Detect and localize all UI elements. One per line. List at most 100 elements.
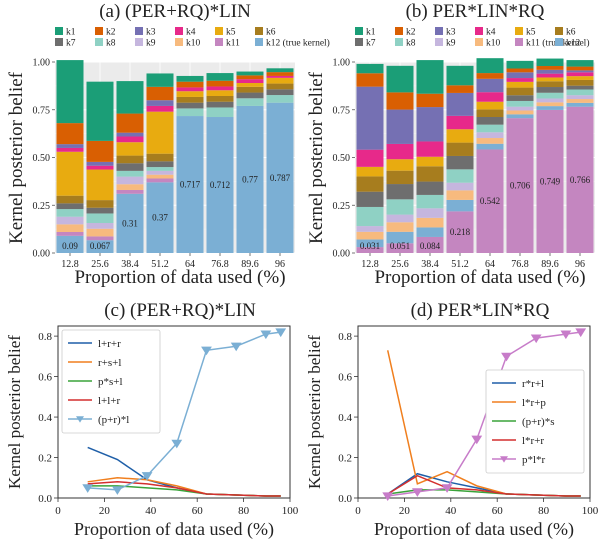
legend-label: k8 [106,39,116,49]
y-tick-label: 0.4 [338,412,352,424]
bar-segment [506,110,534,115]
bar-segment [86,240,114,253]
bar-segment [206,95,234,102]
x-tick-label: 51.2 [451,259,469,270]
bar-segment [176,91,204,97]
bar-value-label: 0.084 [420,241,441,251]
bar-segment [266,68,294,73]
y-tick-label: 0.6 [338,372,352,384]
panel-title: (a) (PER+RQ)*LIN [99,1,251,22]
bar-value-label: 0.31 [122,218,138,228]
panel-c: (c) (PER+RQ)*LIN 0 20 40 60 80 100 0.0 0.2 0.4 0.6… [5,300,299,540]
panel-d: (d) PER*LIN*RQ 0 20 40 60 80 100 0.0 0.2 0.4 0.6 0.… [305,300,599,540]
bar-segment [116,184,144,190]
legend-label: k9 [446,39,456,49]
bar-segment [416,181,444,195]
bar-segment [536,87,564,93]
legend-swatch [395,38,403,46]
y-axis-label: Kernel posterior belief [6,71,27,244]
bar-segment [266,89,294,96]
x-axis-label: Proportion of data used (%) [374,519,574,540]
bar-segment [86,228,114,237]
bar-segment [416,93,444,108]
bar-segment [116,170,144,177]
x-tick-label: 40 [445,505,457,517]
bar-segment [536,58,564,67]
bar-segment [236,75,264,80]
bar-segment [566,79,594,86]
bar-segment [56,216,84,225]
bar-segment [536,77,564,82]
bar-segment [416,156,444,167]
x-tick-label: 0 [355,505,361,517]
x-tick-label: 60 [492,505,504,517]
bar-segment [86,169,114,201]
bar-segment [566,85,594,90]
bar-segment [476,101,504,110]
bar-segment [446,142,474,156]
bar-segment [476,124,504,133]
bar-segment [146,174,174,179]
bar-segment [206,80,234,87]
panel-title: (d) PER*LIN*RQ [411,300,550,321]
legend-label: (p+r)*s [522,416,554,428]
bar-segment [476,149,504,253]
series-line [387,474,581,497]
bar-segment [116,113,144,133]
legend-label: l+r+r [98,338,121,350]
bar-segment [56,151,84,196]
bar-segment [566,60,594,67]
bar-segment [116,81,144,114]
bar-segment [446,115,474,130]
x-tick-label: 100 [582,505,599,517]
data-point-marker [171,439,183,449]
bar-segment [386,170,414,185]
bar-segment [566,66,594,71]
bar-segment [416,236,444,253]
bar-segment [536,102,564,107]
x-tick-label: 25.6 [391,259,409,270]
panel-a: (a) (PER+RQ)*LIN k1 k2 k3 k4 k5 k6 k7 k8 k9 k10 k11… [6,1,330,288]
bar-segment [266,95,294,103]
bar-segment [416,217,444,228]
bar-segment [506,106,534,111]
x-tick-label: 96 [575,259,585,270]
bar-segment [476,73,504,79]
legend-label: k7 [66,39,76,49]
bar-segment [146,167,174,171]
bar-segment [476,78,504,93]
bar-segment [476,58,504,74]
bar-segment [86,81,114,141]
legend-label: k8 [406,39,416,49]
bar-segment [386,231,414,244]
legend-swatch [175,38,183,46]
data-point-marker [560,330,572,340]
bar-segment [116,155,144,164]
legend-marker [76,416,84,423]
x-tick-label: 20 [99,505,111,517]
x-tick-label: 100 [282,505,299,517]
bar-segment [116,142,144,156]
bar-segment [476,92,504,102]
legend-label: k2 [106,28,116,38]
x-tick-label: 64 [185,259,195,270]
legend-box [61,329,161,434]
bar-segment [476,117,504,125]
x-tick-label: 40 [145,505,157,517]
bar-segment [416,227,444,237]
bar-segment [56,235,84,253]
bar-segment [176,81,204,88]
x-tick-label: 76.8 [511,259,529,270]
legend-label: r+s+l [98,357,121,369]
bar-segment [176,96,204,103]
y-tick-label: 0.00 [33,249,51,260]
bar-segment [386,243,414,253]
y-tick-label: 0.75 [333,105,351,116]
bar-segment [56,123,84,145]
panel-title: (c) (PER+RQ)*LIN [104,300,256,321]
bar-segment [146,161,174,168]
x-axis-label: Proportion of data used (%) [74,519,274,540]
bar-segment [356,231,384,240]
y-tick-label: 0.25 [33,201,51,212]
